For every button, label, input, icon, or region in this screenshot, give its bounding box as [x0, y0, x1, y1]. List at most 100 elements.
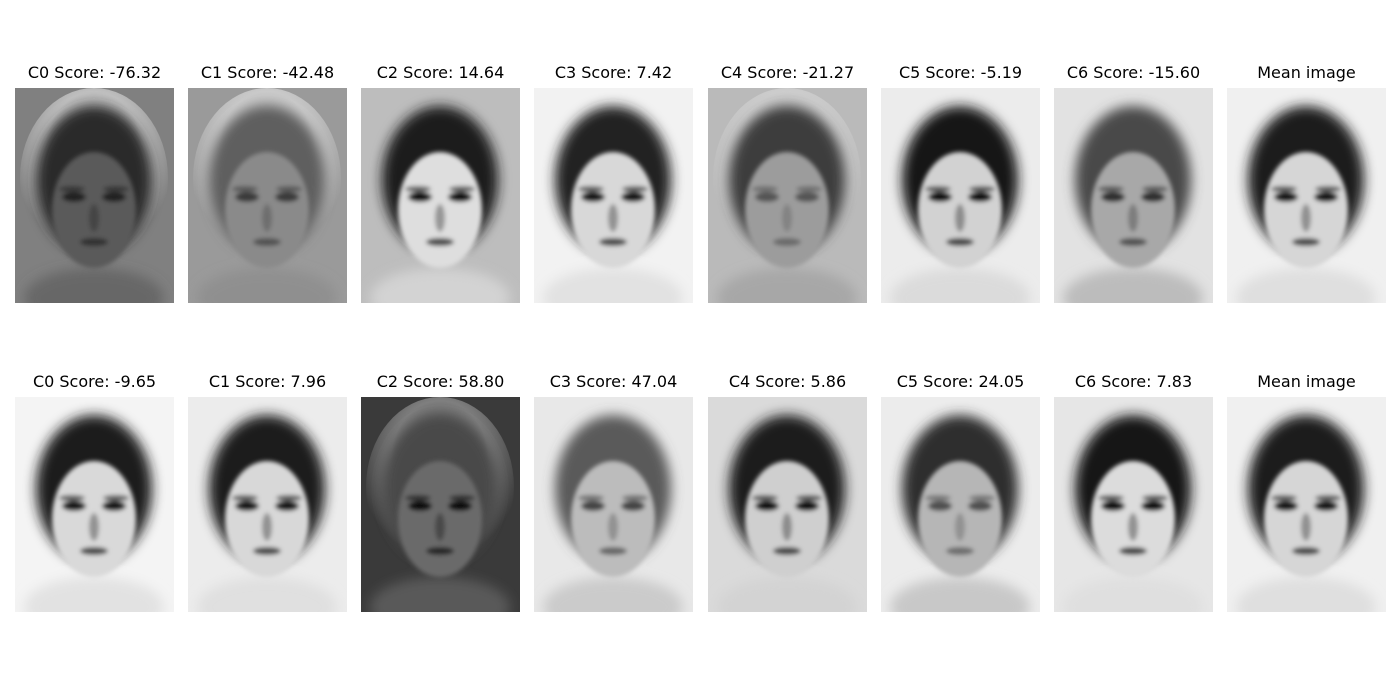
mouth [80, 547, 108, 555]
panel-title: C5 Score: 24.05 [896, 372, 1025, 391]
right-eye [275, 501, 299, 511]
face-image [534, 88, 693, 303]
right-eye [448, 192, 472, 202]
left-brow [752, 186, 778, 192]
mouth [253, 238, 281, 246]
face-image-svg [534, 88, 693, 303]
face-image [1054, 397, 1213, 612]
panel-title: C0 Score: -9.65 [32, 372, 157, 391]
face-image-svg [361, 397, 520, 612]
face-image-svg [881, 88, 1040, 303]
left-brow [925, 186, 951, 192]
face-image-svg [188, 88, 347, 303]
face-image-svg [1054, 88, 1213, 303]
panel-title: C2 Score: 14.64 [376, 63, 505, 82]
right-eye [795, 501, 819, 511]
nose [1301, 204, 1311, 232]
panel-title: C4 Score: -21.27 [720, 63, 855, 82]
left-eye [62, 501, 86, 511]
face-image-svg [1227, 397, 1386, 612]
right-eye [621, 501, 645, 511]
nose [782, 513, 792, 541]
face-image [881, 88, 1040, 303]
shoulders [543, 268, 683, 303]
nose [955, 204, 965, 232]
face-image-svg [361, 88, 520, 303]
right-eye [1141, 501, 1165, 511]
right-eye [621, 192, 645, 202]
left-eye [928, 501, 952, 511]
mouth [599, 547, 627, 555]
left-eye [581, 192, 605, 202]
left-brow [232, 495, 258, 501]
mouth [1292, 238, 1320, 246]
left-brow [59, 495, 85, 501]
left-eye [62, 192, 86, 202]
nose [435, 513, 445, 541]
shoulders [370, 268, 510, 303]
left-brow [59, 186, 85, 192]
right-brow [1142, 495, 1168, 501]
mouth [1119, 547, 1147, 555]
right-eye [1314, 501, 1338, 511]
panel-title: Mean image [1257, 372, 1356, 391]
left-brow [405, 186, 431, 192]
face-image-svg [708, 397, 867, 612]
face-image-svg [1227, 88, 1386, 303]
right-brow [796, 186, 822, 192]
right-eye [275, 192, 299, 202]
right-brow [1142, 186, 1168, 192]
left-eye [235, 501, 259, 511]
face-image [188, 88, 347, 303]
left-brow [1098, 495, 1124, 501]
shoulders [197, 268, 337, 303]
right-brow [969, 186, 995, 192]
right-eye [968, 501, 992, 511]
shoulders [1236, 577, 1376, 612]
left-eye [235, 192, 259, 202]
panel-title: C3 Score: 7.42 [554, 63, 673, 82]
left-brow [925, 495, 951, 501]
right-brow [276, 186, 302, 192]
nose [435, 204, 445, 232]
shoulders [24, 577, 164, 612]
panel-title: C2 Score: 58.80 [376, 372, 505, 391]
right-eye [795, 192, 819, 202]
right-brow [449, 186, 475, 192]
right-brow [1315, 186, 1341, 192]
left-brow [752, 495, 778, 501]
shoulders [1063, 577, 1203, 612]
left-eye [755, 501, 779, 511]
shoulders [890, 268, 1030, 303]
shoulders [543, 577, 683, 612]
right-brow [1315, 495, 1341, 501]
left-eye [1274, 501, 1298, 511]
left-eye [755, 192, 779, 202]
shoulders [717, 577, 857, 612]
shoulders [890, 577, 1030, 612]
face-image [881, 397, 1040, 612]
nose [1301, 513, 1311, 541]
panel-title: C3 Score: 47.04 [549, 372, 678, 391]
nose [1128, 513, 1138, 541]
left-eye [1101, 501, 1125, 511]
mouth [773, 238, 801, 246]
nose [262, 204, 272, 232]
mouth [1119, 238, 1147, 246]
mouth [946, 547, 974, 555]
left-eye [408, 501, 432, 511]
left-brow [232, 186, 258, 192]
right-brow [103, 495, 129, 501]
face-image [534, 397, 693, 612]
panel-title: Mean image [1257, 63, 1356, 82]
face-image [361, 397, 520, 612]
right-eye [968, 192, 992, 202]
nose [955, 513, 965, 541]
mouth [773, 547, 801, 555]
left-eye [1101, 192, 1125, 202]
face-image [708, 397, 867, 612]
shoulders [197, 577, 337, 612]
left-brow [578, 186, 604, 192]
shoulders [370, 577, 510, 612]
